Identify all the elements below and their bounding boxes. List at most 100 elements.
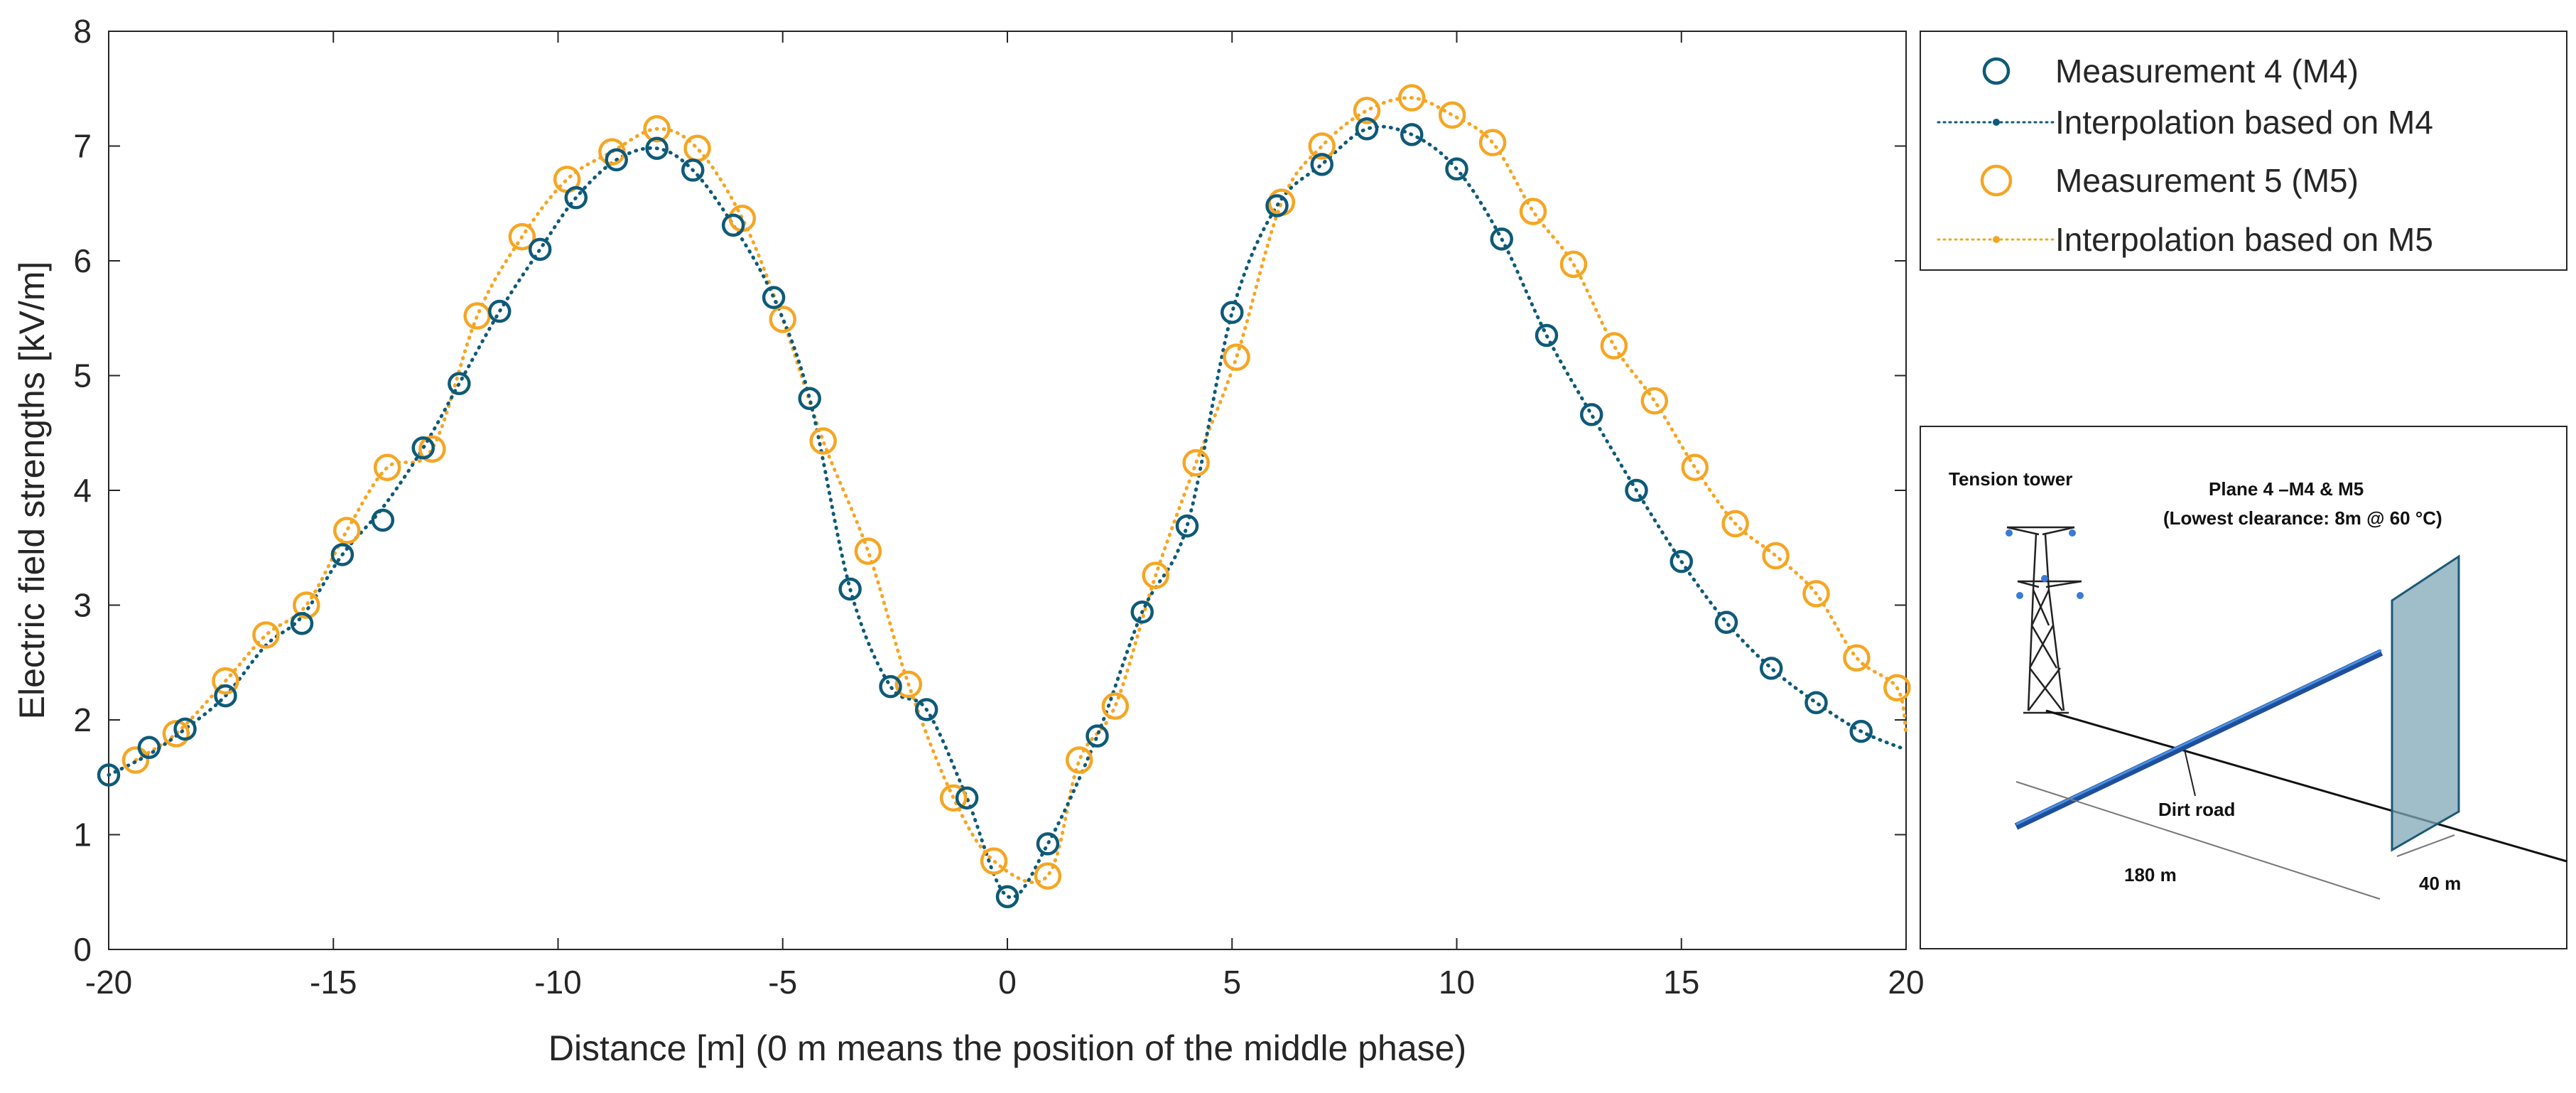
dimension-line-40m — [2396, 834, 2455, 857]
data-point — [1175, 514, 1199, 538]
x-tick-label: -20 — [85, 964, 132, 1001]
x-tick-label: -10 — [534, 964, 581, 1001]
series-0 — [97, 117, 1873, 908]
inset-dist1-label: 180 m — [2124, 864, 2177, 885]
series-layer — [97, 84, 1911, 908]
interpolation-line — [134, 96, 1908, 885]
plot-area — [108, 31, 1907, 950]
data-point — [1445, 157, 1468, 181]
data-point — [290, 612, 314, 635]
tower-insulator-icon — [2041, 575, 2048, 582]
data-point — [939, 784, 968, 812]
data-point — [1142, 561, 1169, 589]
y-tick-label: 5 — [73, 357, 92, 394]
data-point — [1036, 832, 1060, 856]
data-point — [1640, 387, 1669, 415]
inset-diagram: Tension tower Plane 4 –M4 & M5 (Lowest c… — [1920, 426, 2567, 949]
y-tick-label: 7 — [73, 128, 92, 165]
data-point — [1034, 862, 1062, 890]
data-point — [1308, 132, 1336, 160]
y-tick-label: 2 — [73, 701, 92, 738]
data-point — [1490, 227, 1513, 251]
data-point — [1580, 403, 1603, 426]
inset-plane-label: Plane 4 –M4 & M5 — [2209, 478, 2364, 500]
power-line — [2045, 709, 2567, 863]
x-tick-label: -15 — [310, 964, 357, 1001]
data-point — [1760, 657, 1783, 680]
tower-insulator-icon — [2016, 592, 2023, 599]
data-point — [1065, 746, 1093, 774]
data-point — [1559, 250, 1588, 279]
legend-label-m4-interp: Interpolation based on M4 — [2055, 104, 2433, 141]
data-point — [1802, 580, 1830, 608]
data-point — [97, 763, 121, 787]
inset-dist2-label: 40 m — [2419, 873, 2461, 894]
tension-tower-icon — [2006, 526, 2082, 714]
y-tick-label: 4 — [73, 472, 92, 509]
data-point — [411, 436, 435, 460]
data-point — [1130, 600, 1154, 624]
data-point — [1221, 301, 1244, 324]
data-point — [330, 543, 355, 566]
inset-clearance-label: (Lowest clearance: 8m @ 60 °C) — [2163, 507, 2442, 529]
data-point — [1438, 101, 1466, 129]
data-point — [995, 885, 1019, 908]
data-point — [252, 621, 280, 649]
data-point — [214, 684, 237, 708]
data-point — [508, 222, 536, 251]
inset-frame — [1920, 426, 2567, 949]
legend-label-m5-interp: Interpolation based on M5 — [2055, 221, 2433, 258]
data-point — [1086, 724, 1109, 748]
legend-label-m5: Measurement 5 (M5) — [2055, 162, 2359, 199]
data-point — [1101, 692, 1130, 720]
dirt-road — [2014, 649, 2383, 830]
road-pointer — [2184, 749, 2196, 797]
data-point — [1223, 343, 1250, 371]
data-point — [528, 237, 552, 262]
data-point — [914, 698, 938, 721]
tower-insulator-icon — [2077, 592, 2084, 599]
data-point — [373, 453, 401, 481]
x-tick-label: 0 — [998, 964, 1017, 1001]
data-point — [643, 115, 671, 143]
x-tick-label: 10 — [1439, 964, 1475, 1001]
data-point — [1400, 123, 1424, 146]
inset-road-label: Dirt road — [2158, 799, 2235, 820]
inset-tower-label: Tension tower — [1949, 468, 2072, 490]
data-point — [448, 372, 471, 396]
legend-marker-m4 — [1982, 57, 2011, 85]
data-point — [1804, 691, 1828, 715]
data-point — [980, 847, 1008, 875]
interpolation-line — [107, 124, 1908, 900]
x-tick-label: 15 — [1663, 964, 1699, 1001]
data-point — [854, 537, 882, 565]
tower-insulator-icon — [2006, 529, 2013, 537]
y-tick-label: 8 — [73, 13, 92, 50]
data-point — [1669, 549, 1693, 574]
data-point — [332, 517, 361, 544]
data-point — [1843, 644, 1871, 672]
data-point — [605, 148, 628, 172]
dirt-road-edge — [2015, 649, 2382, 826]
legend-label-m4: Measurement 4 (M4) — [2055, 53, 2359, 90]
data-point — [1478, 129, 1507, 156]
x-tick-label: -5 — [768, 964, 797, 1001]
data-point — [1600, 332, 1628, 360]
series-1 — [107, 124, 1908, 900]
x-tick-label: 20 — [1888, 964, 1924, 1001]
data-point — [1355, 117, 1379, 141]
y-tick-label: 6 — [73, 242, 92, 279]
measurement-plane — [2391, 554, 2460, 852]
data-point — [1310, 153, 1333, 176]
data-point — [293, 591, 320, 619]
y-tick-label: 3 — [73, 587, 92, 624]
data-point — [1265, 194, 1289, 217]
data-point — [894, 670, 923, 699]
data-point — [488, 299, 512, 323]
data-point — [1721, 510, 1749, 538]
x-tick-label: 5 — [1223, 964, 1241, 1001]
data-point — [809, 427, 837, 455]
data-point — [1535, 323, 1559, 348]
data-point — [1519, 198, 1547, 225]
